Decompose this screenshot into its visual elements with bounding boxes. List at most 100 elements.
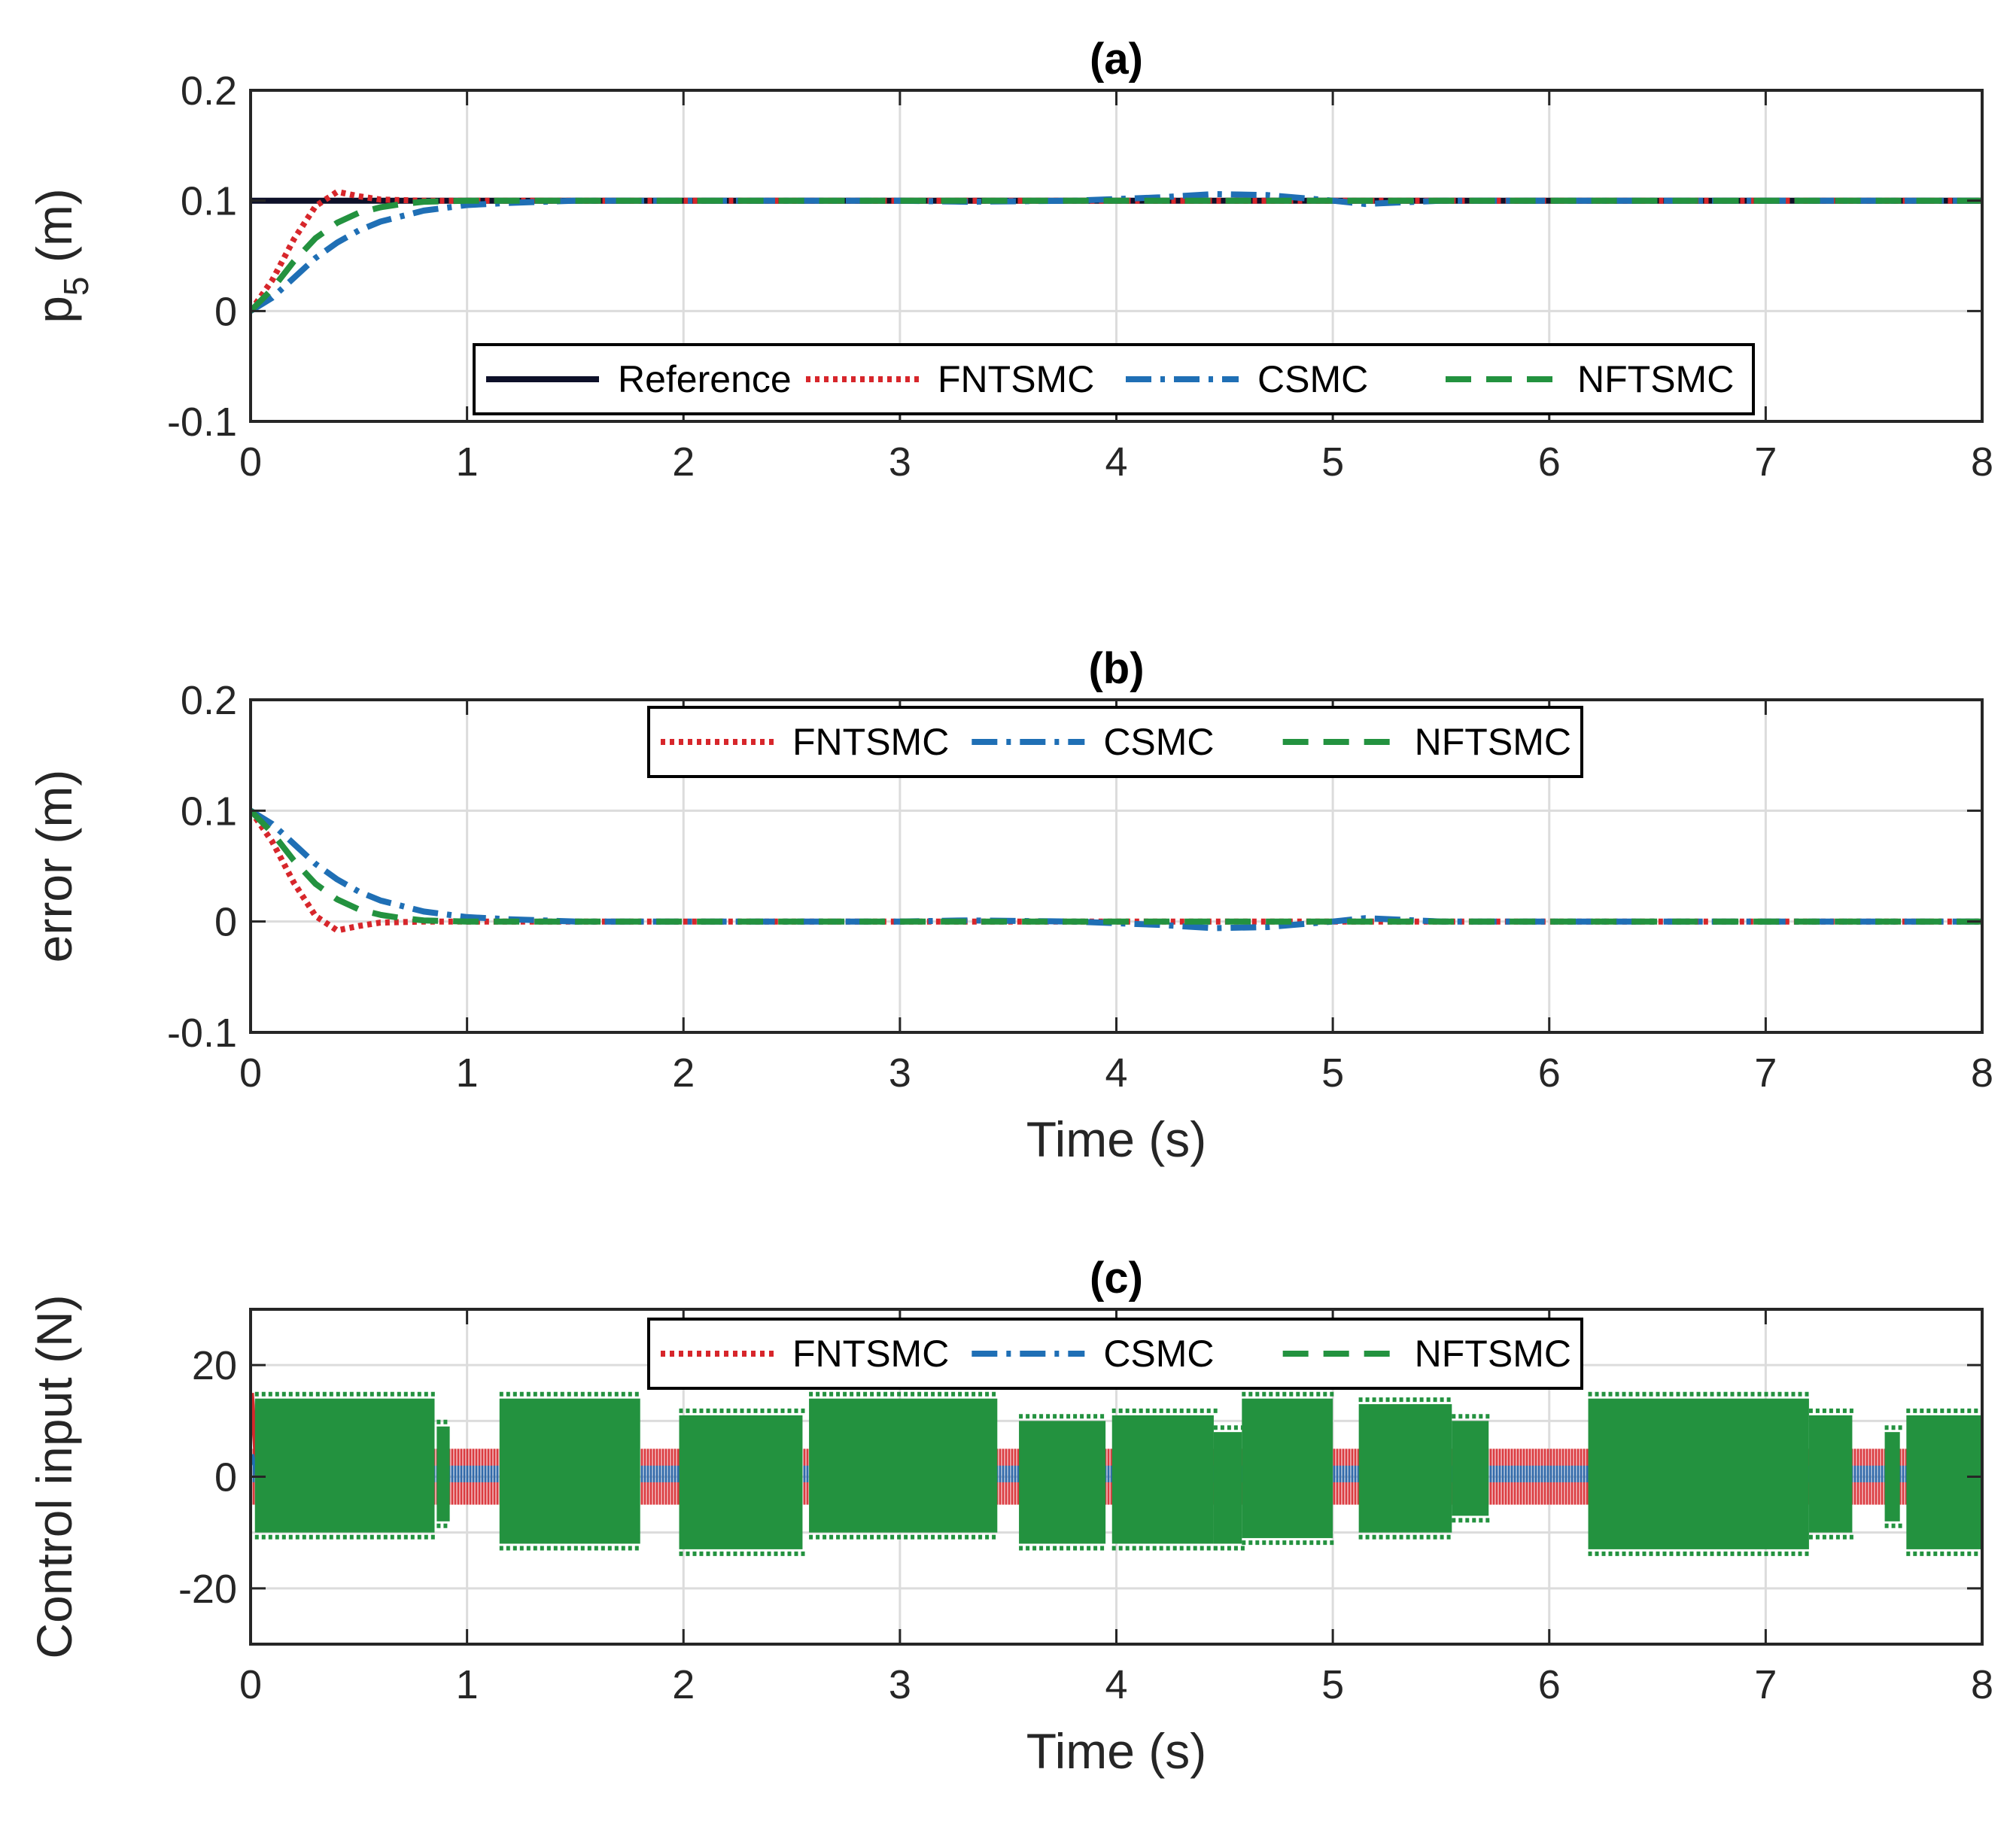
series-nftsmc-block — [1242, 1398, 1333, 1539]
y-tick-label: -20 — [178, 1567, 237, 1612]
series-group — [251, 1391, 1982, 1556]
series-nftsmc-block — [1884, 1432, 1900, 1521]
legend-label-fntsmc: FNTSMC — [938, 358, 1094, 400]
x-tick-label: 1 — [456, 439, 479, 485]
y-axis-label: error (m) — [26, 770, 82, 963]
legend-label-csmc: CSMC — [1257, 358, 1368, 400]
x-tick-label: 8 — [1971, 439, 1993, 485]
series-nftsmc-block-edge — [1111, 1408, 1218, 1551]
y-tick-label: 0.1 — [181, 789, 237, 834]
legend-box — [647, 706, 1583, 778]
x-tick-label: 2 — [672, 439, 695, 485]
y-axis-label: p5 (m) — [26, 188, 96, 324]
x-tick-label: 1 — [456, 1662, 479, 1707]
series-nftsmc-block — [436, 1426, 450, 1521]
x-tick-label: 5 — [1321, 1050, 1344, 1096]
legend-label-fntsmc: FNTSMC — [792, 1333, 949, 1375]
x-axis-label: Time (s) — [1026, 1723, 1207, 1779]
x-tick-label: 1 — [456, 1050, 479, 1096]
legend: Reference FNTSMC CSMC NFTSMC — [473, 343, 1755, 415]
series-nftsmc-block-edge — [1358, 1397, 1451, 1540]
series-nftsmc-block — [1588, 1398, 1809, 1549]
legend-label-fntsmc: FNTSMC — [792, 721, 949, 763]
y-tick-label: 0.2 — [181, 68, 237, 114]
x-tick-label: 4 — [1105, 1662, 1127, 1707]
series-nftsmc-block — [1452, 1421, 1489, 1516]
chart-title: (a) — [1090, 35, 1143, 84]
series-nftsmc-line — [251, 808, 1982, 925]
y-tick-label: -0.1 — [167, 400, 237, 445]
x-tick-label: 3 — [889, 439, 911, 485]
series-nftsmc-block-edge — [1588, 1391, 1809, 1556]
y-tick-label: 20 — [192, 1343, 237, 1388]
x-tick-label: 4 — [1105, 439, 1127, 485]
series-nftsmc-block — [809, 1398, 998, 1533]
x-tick-label: 0 — [239, 1662, 262, 1707]
legend-label-csmc: CSMC — [1103, 1333, 1214, 1375]
y-axis-label: Control input (N) — [26, 1294, 82, 1658]
y-tick-label: 0 — [214, 1455, 237, 1500]
series-nftsmc-block-edge — [1452, 1414, 1490, 1523]
series-group — [251, 188, 1982, 314]
series-nftsmc-block — [499, 1398, 640, 1544]
series-nftsmc-block — [254, 1398, 435, 1533]
series-nftsmc-block-edge — [1906, 1408, 1982, 1556]
series-nftsmc-block-edge — [679, 1408, 805, 1556]
legend-label-reference: Reference — [618, 358, 792, 400]
series-group — [251, 807, 1982, 934]
series-nftsmc-block — [679, 1415, 803, 1549]
y-tick-label: 0.2 — [181, 678, 237, 723]
series-nftsmc-line — [251, 197, 1982, 314]
legend-label-csmc: CSMC — [1103, 721, 1214, 763]
series-nftsmc-block — [1358, 1404, 1452, 1533]
series-nftsmc-block — [1808, 1415, 1853, 1533]
series-nftsmc-block-edge — [254, 1391, 435, 1540]
series-nftsmc-block — [1906, 1415, 1982, 1549]
series-nftsmc-block — [1111, 1415, 1214, 1544]
series-nftsmc-block-edge — [1884, 1425, 1902, 1528]
x-tick-label: 7 — [1754, 1050, 1777, 1096]
series-fntsmc-line — [251, 188, 1982, 313]
y-axis-label-unit: (m) — [26, 188, 82, 276]
chart-panel-c: 0 1 2 3 4 5 6 7 8 -20 0 20 (c) Time (s) Control input … — [26, 1254, 1993, 1779]
legend-label-nftsmc: NFTSMC — [1577, 358, 1734, 400]
x-tick-label: 3 — [889, 1662, 911, 1707]
series-nftsmc-block-edge — [436, 1419, 448, 1528]
x-tick-label: 3 — [889, 1050, 911, 1096]
y-axis-label-subscript: 5 — [56, 276, 96, 296]
y-tick-label: 0.1 — [181, 179, 237, 224]
x-tick-label: 5 — [1321, 1662, 1344, 1707]
legend-label-nftsmc: NFTSMC — [1415, 1333, 1571, 1375]
legend-label-nftsmc: NFTSMC — [1415, 721, 1571, 763]
legend: FNTSMC CSMC NFTSMC — [647, 706, 1583, 778]
y-axis-label-main: p — [26, 296, 82, 324]
y-tick-label: -0.1 — [167, 1011, 237, 1056]
x-tick-label: 7 — [1754, 1662, 1777, 1707]
y-tick-label: 0 — [214, 900, 237, 945]
series-csmc-line — [251, 807, 1982, 932]
legend: FNTSMC CSMC NFTSMC — [647, 1318, 1583, 1390]
x-tick-label: 0 — [239, 1050, 262, 1096]
x-tick-label: 4 — [1105, 1050, 1127, 1096]
chart-title: (b) — [1088, 644, 1144, 693]
y-tick-label: 0 — [214, 289, 237, 334]
series-nftsmc-block-edge — [1019, 1414, 1105, 1551]
chart-panel-a: 0 1 2 3 4 5 6 7 8-0.100.10.2(a)p5 (m)Reference FN… — [26, 35, 1993, 485]
series-nftsmc-block-edge — [1808, 1408, 1853, 1540]
legend-box — [647, 1318, 1583, 1390]
series-nftsmc-block-edge — [809, 1391, 996, 1540]
x-tick-label: 2 — [672, 1662, 695, 1707]
x-tick-label: 6 — [1538, 439, 1561, 485]
chart-panel-b: 0 1 2 3 4 5 6 7 8-0.100.10.2(b)Time (s)error (m)… — [26, 644, 1993, 1167]
series-nftsmc-block-edge — [1242, 1391, 1334, 1546]
x-tick-label: 8 — [1971, 1050, 1993, 1096]
series-nftsmc-block — [1213, 1432, 1242, 1544]
series-nftsmc-block — [1019, 1421, 1106, 1544]
x-tick-label: 6 — [1538, 1662, 1561, 1707]
x-tick-label: 6 — [1538, 1050, 1561, 1096]
chart-title: (c) — [1090, 1254, 1143, 1303]
series-csmc-line — [251, 190, 1982, 314]
x-tick-label: 7 — [1754, 439, 1777, 485]
x-tick-label: 0 — [239, 439, 262, 485]
